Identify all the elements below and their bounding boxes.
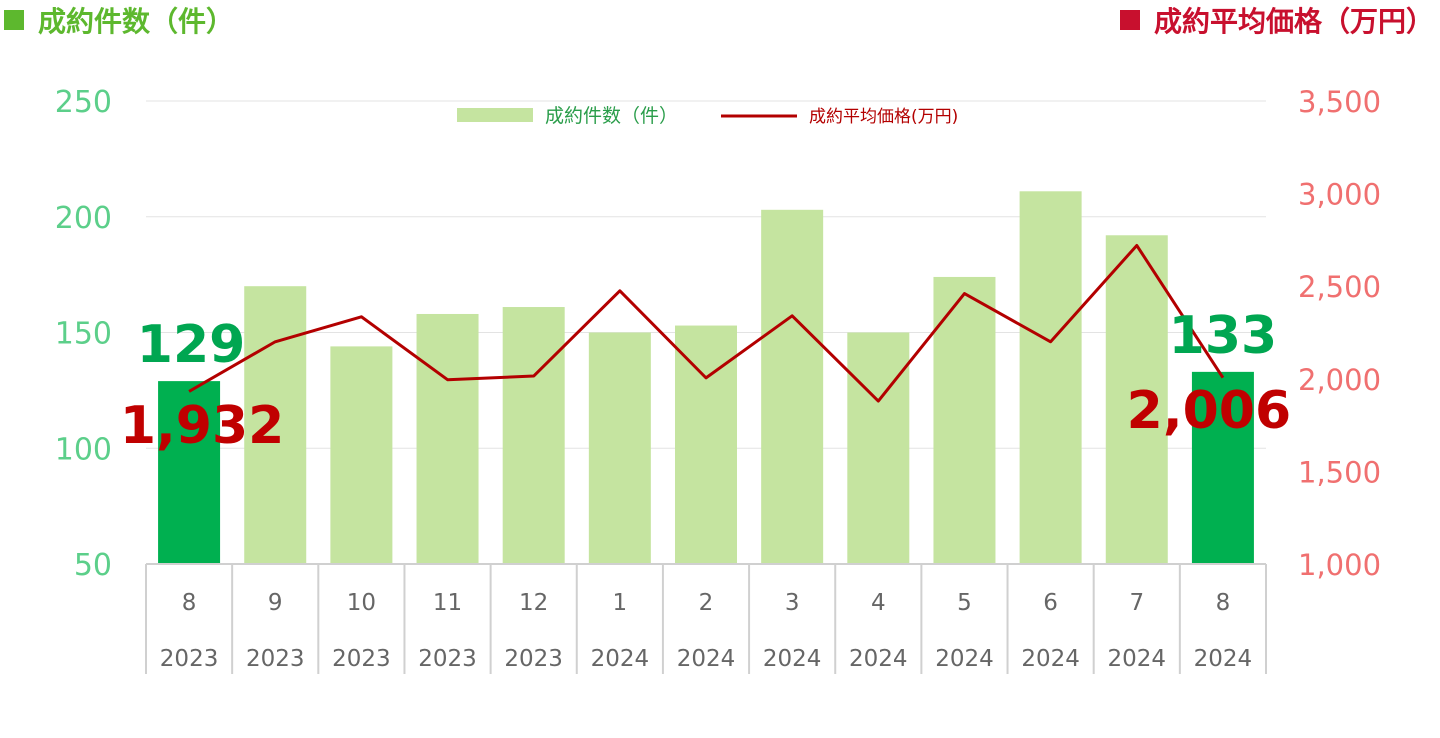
year-tick-label: 2024 [1194,646,1253,672]
year-tick-label: 2023 [332,646,391,672]
right-axis-title: 成約平均価格（万円） [1119,0,1434,40]
month-tick-label: 4 [871,590,886,616]
year-tick-label: 2023 [246,646,305,672]
year-tick-label: 2023 [418,646,477,672]
year-tick-label: 2023 [160,646,219,672]
month-tick-label: 10 [347,590,376,616]
bar [416,313,479,564]
right-tick-label: 2,000 [1298,363,1381,397]
count-label-last: 133 [1169,306,1278,366]
year-tick-label: 2024 [935,646,994,672]
bar [761,209,824,564]
month-tick-label: 6 [1043,590,1058,616]
month-tick-label: 8 [182,590,197,616]
right-axis-title-text: 成約平均価格（万円） [1153,5,1434,38]
month-tick-label: 7 [1129,590,1144,616]
left-tick-label: 250 [55,85,112,120]
legend-bar-label: 成約件数（件） [545,105,678,127]
year-tick-label: 2024 [1107,646,1166,672]
green-square-icon [4,10,24,30]
bar [933,276,996,564]
bar [158,381,221,564]
bar [1191,371,1254,564]
bar [502,307,565,564]
red-square-icon [1119,10,1140,30]
year-tick-label: 2024 [677,646,736,672]
left-axis-title-text: 成約件数（件） [38,5,235,38]
month-tick-label: 8 [1216,590,1231,616]
right-tick-label: 2,500 [1298,270,1381,304]
right-tick-label: 1,500 [1298,455,1381,489]
bar [847,332,910,564]
year-tick-label: 2024 [1021,646,1080,672]
year-tick-label: 2023 [504,646,563,672]
right-tick-label: 1,000 [1298,548,1381,582]
year-tick-label: 2024 [849,646,908,672]
month-tick-label: 1 [613,590,628,616]
bar [244,286,307,564]
left-axis-title: 成約件数（件） [4,0,234,40]
bar [1105,235,1168,564]
bar [588,332,651,564]
legend-bar-swatch [457,108,533,122]
right-tick-label: 3,000 [1298,178,1381,212]
month-tick-label: 2 [699,590,714,616]
month-tick-label: 9 [268,590,283,616]
bar [1019,191,1082,564]
left-tick-label: 100 [55,432,112,467]
left-tick-label: 50 [74,548,112,583]
right-tick-label: 3,500 [1298,85,1381,119]
count-label-first: 129 [137,315,246,375]
left-tick-label: 200 [55,201,112,236]
price-label-first: 1,932 [120,396,284,456]
month-tick-label: 5 [957,590,972,616]
year-tick-label: 2024 [763,646,822,672]
year-tick-label: 2024 [591,646,650,672]
left-tick-label: 150 [55,317,112,352]
bar [330,346,393,564]
month-tick-label: 12 [519,590,548,616]
legend-line-label: 成約平均価格(万円) [809,107,958,127]
price-label-last: 2,006 [1127,381,1291,441]
month-tick-label: 11 [433,590,462,616]
month-tick-label: 3 [785,590,800,616]
bar [675,325,737,564]
